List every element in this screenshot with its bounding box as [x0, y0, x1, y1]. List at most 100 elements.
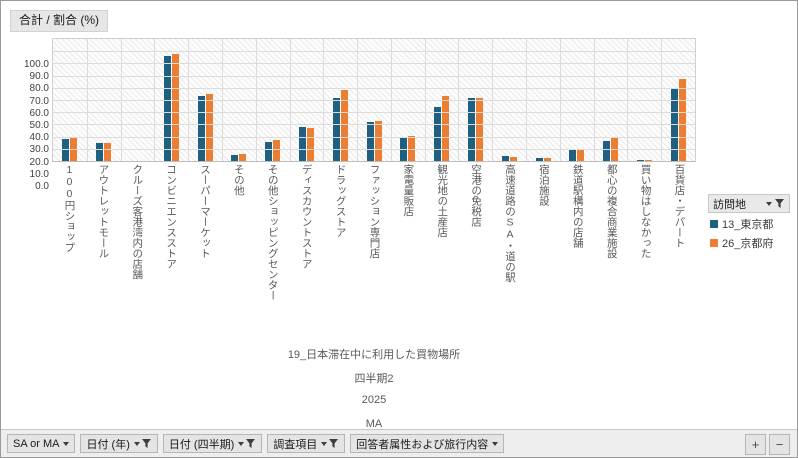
legend-item-label: 13_東京都 [722, 219, 774, 231]
bar[interactable] [434, 107, 442, 161]
bar-group[interactable] [222, 39, 256, 161]
zoom-out-button[interactable]: − [769, 434, 790, 455]
y-axis-tick: 70.0 [29, 95, 49, 107]
bar[interactable] [467, 97, 475, 161]
y-axis-labels: 100.0 90.0 80.0 70.0 60.0 50.0 40.0 30.0 20.0 10.… [9, 60, 49, 192]
bar[interactable] [171, 53, 179, 161]
bar-group[interactable] [425, 39, 459, 161]
bar[interactable] [197, 96, 205, 161]
chevron-down-icon[interactable] [63, 441, 70, 446]
bar-group[interactable] [357, 39, 391, 161]
bar-group[interactable] [256, 39, 290, 161]
filter-button[interactable]: 調査項目 [267, 434, 346, 453]
zoom-controls: + − [745, 434, 790, 455]
filter-button-controls[interactable] [321, 438, 339, 449]
legend-header-controls[interactable] [766, 198, 785, 209]
bar[interactable] [366, 121, 374, 161]
bar[interactable] [62, 139, 70, 161]
legend-items: 13_東京都 26_京都府 [708, 213, 790, 251]
x-axis-category-text: 宿泊施設 [537, 164, 550, 206]
bar[interactable] [475, 97, 483, 161]
gridline-vertical [323, 39, 325, 161]
x-axis-category-text: アウトレットモール [97, 164, 110, 259]
bar[interactable] [644, 160, 652, 161]
x-axis-category-label: その他 [221, 164, 255, 339]
bar[interactable] [678, 79, 686, 161]
bar[interactable] [577, 148, 585, 161]
funnel-icon[interactable] [141, 438, 152, 449]
legend-item[interactable]: 26_京都府 [708, 232, 790, 251]
y-axis-tick: 50.0 [29, 120, 49, 131]
gridline-horizontal [53, 112, 695, 114]
legend-item[interactable]: 13_東京都 [708, 213, 790, 232]
bar-group[interactable] [323, 39, 357, 161]
bar[interactable] [442, 96, 450, 161]
bar[interactable] [603, 140, 611, 161]
x-axis-category-label: 100円ショップ [52, 164, 86, 339]
funnel-icon[interactable] [774, 198, 785, 209]
gridline-horizontal [53, 63, 695, 65]
funnel-icon[interactable] [328, 438, 339, 449]
bar[interactable] [104, 142, 112, 161]
filter-button[interactable]: 日付 (年) [80, 434, 158, 453]
filter-button-controls[interactable] [63, 441, 70, 446]
filter-button-label: 調査項目 [273, 438, 318, 451]
filter-button-controls[interactable] [133, 438, 152, 449]
bar-group[interactable] [492, 39, 526, 161]
filter-button[interactable]: 回答者属性および旅行内容 [350, 434, 505, 453]
bar[interactable] [332, 97, 340, 161]
chevron-down-icon[interactable] [492, 441, 499, 446]
bar[interactable] [163, 56, 171, 161]
bar[interactable] [273, 140, 281, 161]
axis-title-field: 19_日本滞在中に利用した買物場所 [287, 349, 461, 361]
chart-area: 100.0 90.0 80.0 70.0 60.0 50.0 40.0 30.0 20.0 10.… [9, 34, 699, 430]
filter-button[interactable]: 日付 (四半期) [162, 434, 263, 453]
x-axis-category-text: 空港の免税店 [470, 164, 483, 227]
chevron-down-icon[interactable] [766, 201, 772, 206]
bar-group[interactable] [154, 39, 188, 161]
bar-group[interactable] [188, 39, 222, 161]
gridline-horizontal [53, 87, 695, 89]
x-axis-category-text: スーパーマーケット [199, 164, 211, 259]
gridline-vertical [289, 39, 291, 161]
bar-group[interactable] [290, 39, 324, 161]
zoom-in-button[interactable]: + [745, 434, 766, 455]
bar[interactable] [636, 159, 644, 161]
bar[interactable] [509, 157, 517, 161]
bar[interactable] [340, 90, 348, 161]
bar[interactable] [535, 157, 543, 161]
chevron-down-icon[interactable] [133, 441, 140, 446]
bar-group[interactable] [560, 39, 594, 161]
x-axis-category-label: ディスカウントストア [289, 164, 323, 339]
filter-button-controls[interactable] [238, 438, 256, 449]
gridline-vertical [424, 39, 426, 161]
x-axis-category-text: ファッション専門店 [368, 164, 381, 259]
legend-header-label: 訪問地 [713, 198, 746, 211]
bar[interactable] [231, 154, 239, 161]
x-axis-category-text: 100円ショップ [63, 164, 76, 253]
bar[interactable] [96, 143, 104, 161]
bar[interactable] [205, 93, 213, 161]
legend-filter-header[interactable]: 訪問地 [708, 194, 790, 213]
bar-group[interactable] [459, 39, 493, 161]
bar-group[interactable] [87, 39, 121, 161]
x-axis-category-label: 鉄道駅構内の店舗 [560, 164, 594, 339]
bar[interactable] [569, 148, 577, 161]
chart-title-chip[interactable]: 合計 / 割合 (%) [10, 10, 108, 32]
filter-button-controls[interactable] [492, 441, 499, 446]
bar-group[interactable] [628, 39, 662, 161]
chevron-down-icon[interactable] [321, 441, 328, 446]
bar[interactable] [298, 126, 306, 161]
chevron-down-icon[interactable] [238, 441, 245, 446]
y-axis-tick: 0.0 [35, 181, 49, 192]
bar[interactable] [239, 154, 247, 161]
filter-button[interactable]: SA or MA [7, 434, 76, 453]
bar[interactable] [265, 142, 273, 161]
bar[interactable] [306, 128, 314, 161]
bar[interactable] [543, 157, 551, 161]
bar[interactable] [501, 155, 509, 161]
bar-group[interactable] [526, 39, 560, 161]
bar[interactable] [408, 136, 416, 161]
funnel-icon[interactable] [245, 438, 256, 449]
bar[interactable] [374, 120, 382, 161]
